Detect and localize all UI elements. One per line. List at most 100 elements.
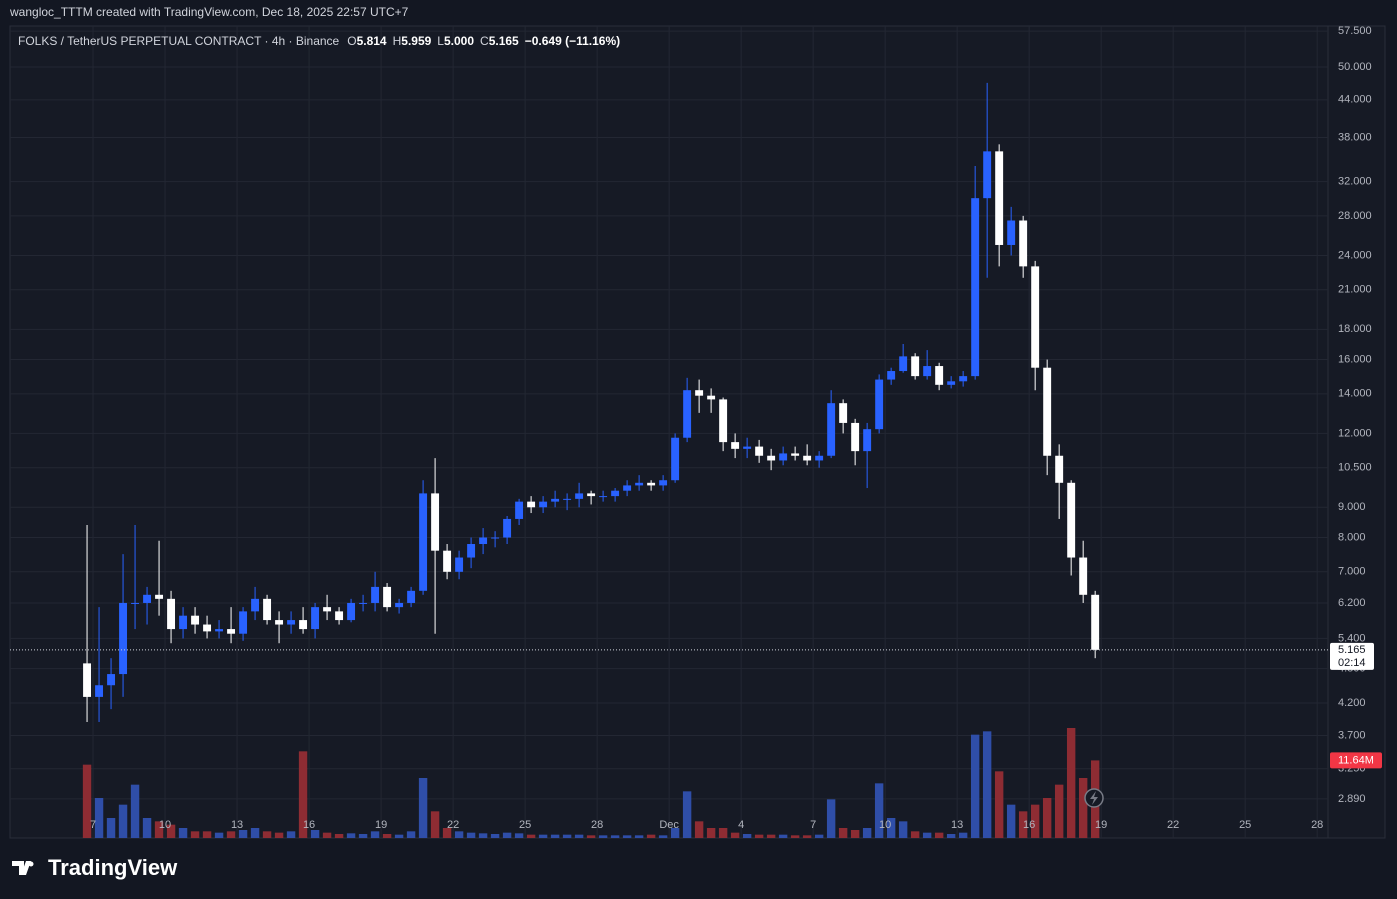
candle-body [143, 594, 152, 603]
volume-bar [1066, 728, 1076, 838]
y-tick-label: 16.000 [1338, 353, 1372, 365]
candle-body [755, 446, 764, 456]
volume-bar [970, 734, 980, 838]
volume-bar [790, 835, 800, 838]
candle-body [155, 594, 164, 599]
candle-body [251, 598, 260, 612]
icon-bolt[interactable] [1090, 791, 1098, 805]
volume-bar [718, 828, 728, 838]
volume-bar [442, 828, 452, 838]
candle-body [1055, 455, 1064, 483]
candle-body [191, 615, 200, 625]
volume-bar [166, 824, 176, 838]
candle-body [779, 453, 788, 461]
volume-bar [406, 831, 416, 838]
x-tick-label: 25 [1239, 819, 1251, 831]
volume-bar [226, 831, 236, 838]
candle-body [983, 151, 992, 199]
candle-body [683, 390, 692, 438]
volume-bar [514, 833, 524, 838]
candle-body [95, 685, 104, 697]
volume-bar [502, 832, 512, 838]
volume-bar [430, 811, 440, 838]
candle-body [815, 455, 824, 461]
volume-bar [598, 835, 608, 838]
x-tick-label: Dec [659, 819, 679, 831]
candle-body [767, 455, 776, 461]
volume-bar [1030, 804, 1040, 838]
candle-body [515, 501, 524, 519]
volume-bar [982, 731, 992, 838]
volume-bar [946, 834, 956, 838]
y-tick-label: 32.000 [1338, 175, 1372, 187]
volume-bar [1042, 798, 1052, 838]
candle-body [419, 493, 428, 591]
candle-body [383, 586, 392, 608]
candle-body [563, 498, 572, 500]
candle-body [551, 498, 560, 502]
legend-value: 5.959 [401, 34, 431, 48]
candle-body [923, 366, 932, 377]
candle-body [623, 485, 632, 491]
candle-body [263, 598, 272, 621]
volume-bar [958, 832, 968, 838]
candle-body [131, 602, 140, 604]
last-price-box [1330, 642, 1374, 670]
volume-bar [394, 834, 404, 838]
replay-icon[interactable] [1084, 788, 1104, 808]
candle-body [875, 379, 884, 430]
y-tick-label: 38.000 [1338, 131, 1372, 143]
volume-bar [82, 764, 92, 838]
candle-body [887, 371, 896, 380]
candle-body [215, 629, 224, 632]
logo-dot [28, 861, 34, 867]
candle-body [179, 615, 188, 630]
y-tick-label: 21.000 [1338, 284, 1372, 296]
volume-bar [334, 834, 344, 838]
candle-body [275, 620, 284, 625]
volume-bar [322, 832, 332, 838]
volume-label: 11.64M [1338, 754, 1374, 766]
candle-body [287, 620, 296, 625]
x-tick-label: 19 [375, 819, 387, 831]
volume-bar [994, 771, 1004, 838]
last-price-label: 5.165 [1338, 644, 1366, 656]
volume-bar [346, 833, 356, 838]
candle-body [587, 493, 596, 497]
volume-bar [190, 831, 200, 838]
legend-value: 5.165 [489, 34, 519, 48]
volume-bar [454, 831, 464, 838]
candle-body [611, 490, 620, 497]
volume-bar [574, 834, 584, 838]
volume-bar [298, 751, 308, 838]
candle-body [431, 493, 440, 551]
volume-bar [286, 831, 296, 838]
candle-body [971, 198, 980, 377]
candle-body [467, 544, 476, 558]
y-tick-label: 3.700 [1338, 729, 1366, 741]
volume-bar [142, 818, 152, 838]
candle-body [455, 557, 464, 572]
candle-body [959, 376, 968, 382]
x-tick-label: 19 [1095, 819, 1107, 831]
volume-bar [382, 834, 392, 838]
candle-body [503, 518, 512, 538]
volume-bar [754, 834, 764, 838]
grid [10, 26, 1328, 838]
y-tick-label: 18.000 [1338, 323, 1372, 335]
volume-bar [682, 791, 692, 838]
candle-body [599, 496, 608, 498]
candle-body [1091, 594, 1100, 650]
candle-body [299, 620, 308, 630]
volume-bar [118, 804, 128, 838]
candle-body [719, 399, 728, 443]
volume-bar [358, 834, 368, 838]
x-tick-label: 10 [159, 819, 171, 831]
legend-value: 5.814 [357, 34, 387, 48]
candle-body [995, 151, 1004, 245]
volume-bar [490, 834, 500, 838]
volume-bar [178, 828, 188, 838]
volume-bar [262, 831, 272, 838]
volume-bar [154, 821, 164, 838]
candle-body [119, 602, 128, 675]
